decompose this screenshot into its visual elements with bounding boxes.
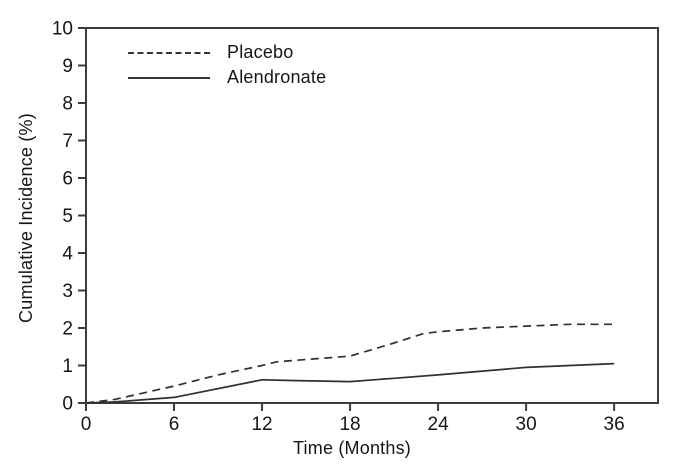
x-axis-tick-label: 30 xyxy=(516,414,537,435)
y-axis-tick-label: 9 xyxy=(62,56,73,77)
legend-item-placebo: Placebo xyxy=(128,40,326,65)
series-line-placebo xyxy=(85,323,615,404)
y-axis-tick-label: 7 xyxy=(62,131,73,152)
legend-label-alendronate: Alendronate xyxy=(227,67,327,87)
y-axis-tick-label: 8 xyxy=(62,94,73,115)
x-axis-tick-label: 24 xyxy=(428,414,450,435)
y-axis-tick-label: 0 xyxy=(62,394,73,415)
legend-label-placebo: Placebo xyxy=(227,42,294,62)
x-axis-title: Time (Months) xyxy=(293,438,411,458)
x-axis-tick-label: 6 xyxy=(169,414,180,435)
series-line-alendronate xyxy=(85,362,615,404)
plot-border xyxy=(85,27,659,404)
legend-item-alendronate: Alendronate xyxy=(128,65,326,90)
y-axis-tick-label: 6 xyxy=(62,169,73,190)
x-axis-tick-label: 12 xyxy=(251,414,272,435)
y-axis-tick-label: 10 xyxy=(52,19,73,40)
y-axis-title: Cumulative Incidence (%) xyxy=(16,113,36,323)
y-axis-tick-label: 4 xyxy=(62,244,73,265)
alendronate-solid-line-swatch xyxy=(128,76,210,79)
y-axis-tick-label: 5 xyxy=(62,206,73,227)
y-axis-tick-label: 2 xyxy=(62,319,73,340)
y-axis-tick-label: 3 xyxy=(62,281,73,302)
placebo-dashed-line-swatch xyxy=(128,51,210,54)
x-axis-tick-label: 18 xyxy=(339,414,360,435)
x-axis-tick-label: 0 xyxy=(81,414,92,435)
legend: Placebo Alendronate xyxy=(128,40,326,90)
y-axis-tick-label: 1 xyxy=(62,356,73,377)
x-axis-tick-label: 36 xyxy=(604,414,625,435)
